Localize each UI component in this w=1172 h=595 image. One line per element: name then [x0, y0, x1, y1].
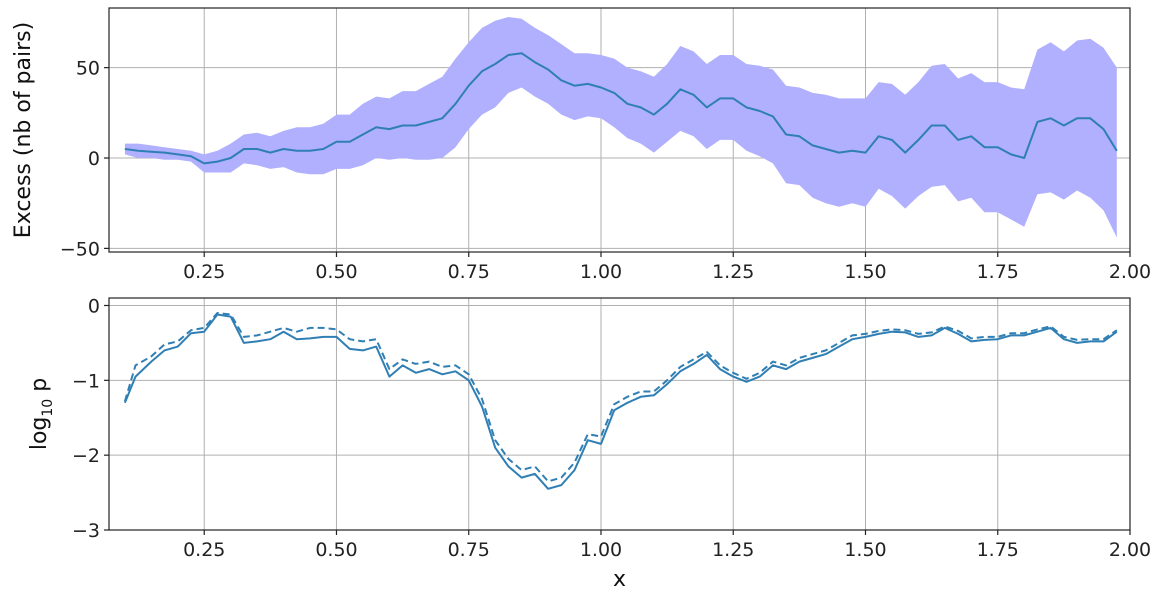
y-tick-label: 0 — [88, 148, 100, 170]
y-tick-label: −1 — [72, 370, 100, 392]
x-tick-label: 1.00 — [580, 539, 622, 561]
x-tick-label: 1.00 — [580, 261, 622, 283]
y-axis-title: Excess (nb of pairs) — [11, 22, 36, 238]
y-tick-label: 0 — [88, 295, 100, 317]
x-tick-label: 1.25 — [712, 261, 754, 283]
log-p-panel: 0.25 0.50 0.75 1.00 1.25 1.50 1.75 2.00 −3 −2 −1 0 l… — [27, 295, 1151, 592]
x-tick-label: 1.75 — [977, 539, 1019, 561]
x-tick-label: 2.00 — [1109, 539, 1151, 561]
x-tick-label: 0.75 — [448, 261, 490, 283]
dashed-series-line — [123, 312, 1118, 483]
excess-panel: 0.25 0.50 0.75 1.00 1.25 1.50 1.75 2.00 −50 0 50 Ex… — [11, 7, 1151, 283]
x-tick-label: 0.25 — [183, 539, 225, 561]
x-axis-title: x — [613, 567, 626, 592]
series-line — [123, 313, 1118, 490]
uncertainty-band — [124, 17, 1117, 238]
y-tick-label: −50 — [60, 238, 100, 260]
y-tick-label: −3 — [72, 520, 100, 542]
y-axis-title: log10 p — [27, 378, 56, 450]
y-tick-label: −2 — [72, 445, 100, 467]
y-tick-label: 50 — [76, 58, 100, 80]
x-tick-label: 1.75 — [977, 261, 1019, 283]
x-tick-label: 0.25 — [183, 261, 225, 283]
axes-frame — [108, 297, 1131, 531]
x-tick-label: 2.00 — [1109, 261, 1151, 283]
x-tick-label: 0.50 — [315, 539, 357, 561]
axes-frame — [108, 7, 1131, 253]
x-tick-label: 1.25 — [712, 539, 754, 561]
x-tick-label: 0.75 — [448, 539, 490, 561]
x-tick-label: 1.50 — [844, 539, 886, 561]
series-line — [124, 52, 1118, 165]
x-tick-label: 1.50 — [844, 261, 886, 283]
x-tick-label: 0.50 — [315, 261, 357, 283]
